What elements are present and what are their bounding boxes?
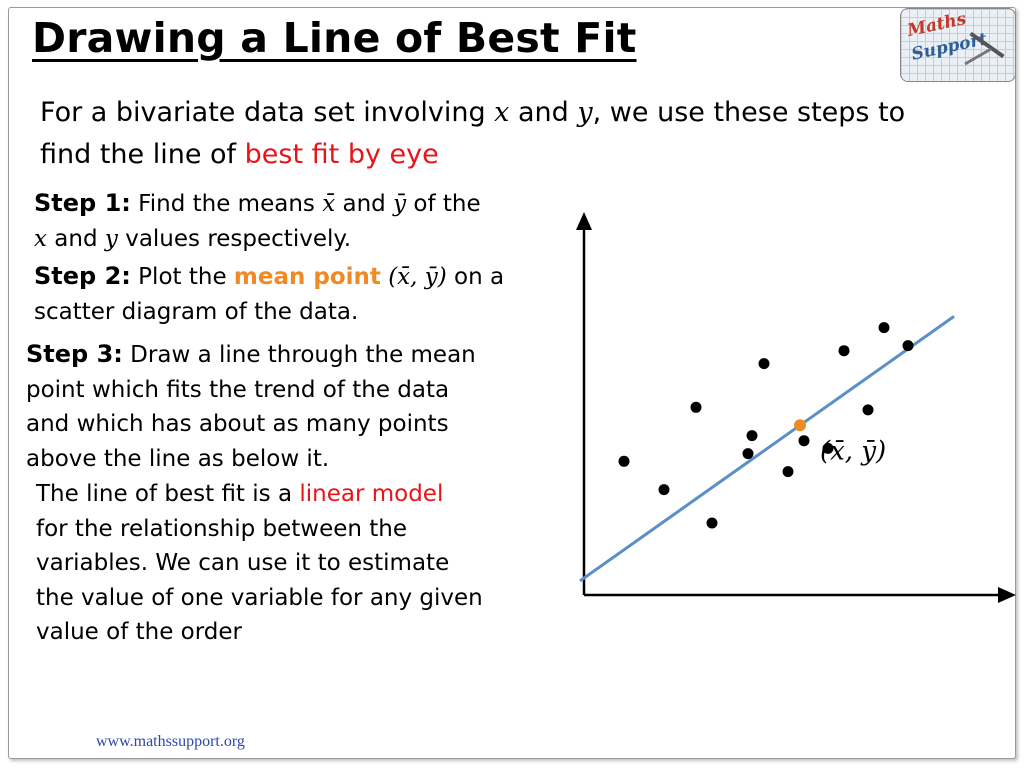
linear-model-highlight: linear model (299, 481, 444, 507)
best-fit-line (579, 315, 955, 583)
data-point (746, 430, 758, 442)
footer-url: www.mathssupport.org (96, 733, 245, 750)
data-point (902, 340, 914, 352)
data-point (878, 322, 890, 334)
scatter-chart: (x̄, ȳ) (576, 212, 1016, 603)
best-fit-highlight: best fit by eye (244, 139, 439, 170)
linear-model-text: The line of best fit is a linear model fo… (36, 481, 483, 645)
data-point (862, 404, 874, 416)
data-point (782, 466, 794, 478)
mean-point-label: (x̄, ȳ) (820, 436, 886, 466)
slide-title: Drawing a Line of Best Fit (32, 14, 637, 62)
data-point (758, 358, 770, 370)
step-1-label: Step 1: (34, 189, 131, 217)
data-point (690, 401, 702, 413)
step-3: Step 3: Draw a line through the mean poin… (26, 340, 476, 472)
data-point (618, 455, 630, 467)
step-2: Step 2: Plot the mean point (x̄, ȳ) on a… (34, 262, 505, 325)
mean-point-highlight: mean point (233, 264, 381, 290)
x-axis-arrow (998, 587, 1016, 603)
data-point (658, 484, 670, 496)
data-point (822, 442, 834, 454)
mean-point (794, 419, 806, 432)
step-2-label: Step 2: (34, 262, 131, 290)
maths-support-logo: Maths Support (900, 8, 1016, 82)
y-axis-arrow (576, 212, 592, 230)
data-point (838, 345, 850, 357)
slide-frame (8, 7, 1016, 759)
intro-text: For a bivariate data set involving x and… (40, 97, 906, 170)
step-3-label: Step 3: (26, 340, 123, 368)
data-point (706, 517, 718, 529)
step-1: Step 1: Find the means x̄ and ȳ of the x … (34, 189, 481, 252)
data-point (798, 435, 810, 447)
data-point (742, 448, 754, 460)
